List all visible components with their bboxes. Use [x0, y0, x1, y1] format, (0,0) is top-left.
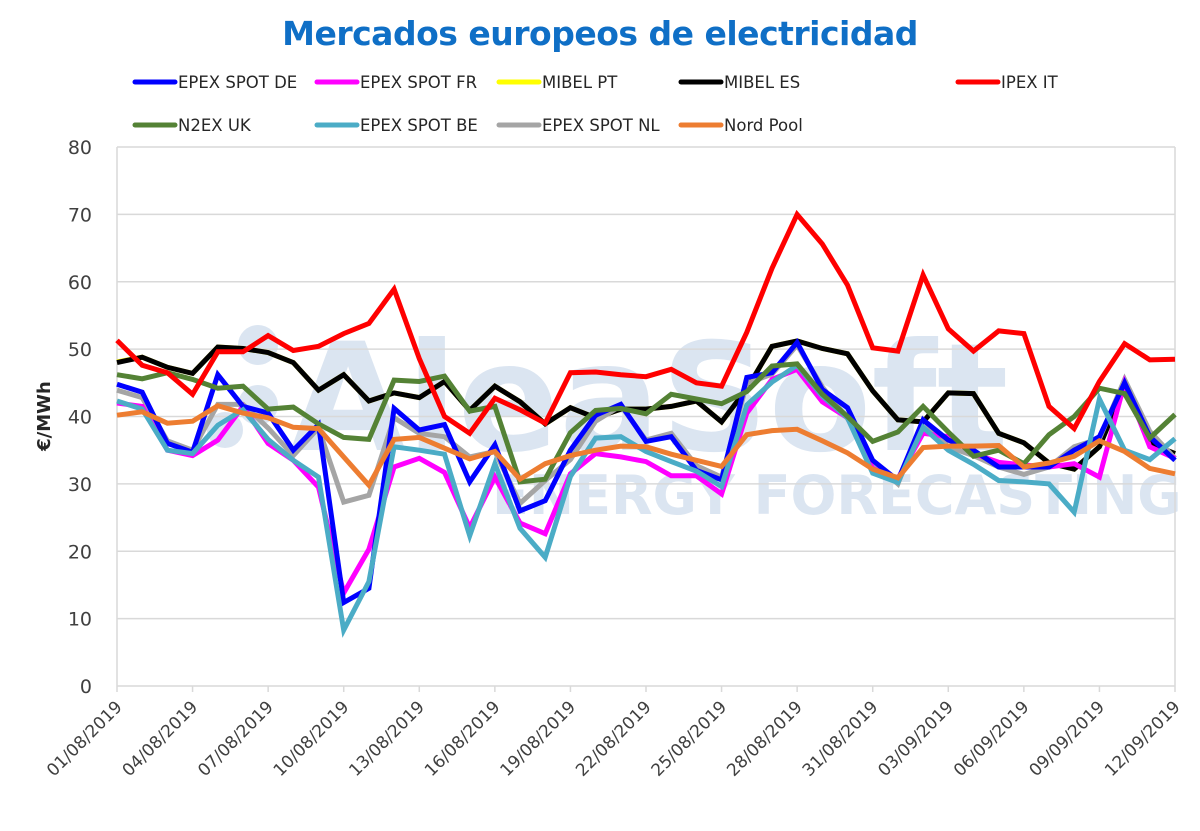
x-tick-label: 04/08/2019	[119, 697, 202, 780]
x-tick-label: 25/08/2019	[648, 697, 731, 780]
series-lines	[115, 209, 1177, 638]
legend-label: EPEX SPOT NL	[542, 116, 660, 135]
legend-label: MIBEL ES	[724, 73, 800, 92]
x-tick-label: 06/09/2019	[950, 697, 1033, 780]
watermark: AleaSoft ENERGY FORECASTING	[207, 312, 1182, 527]
legend: EPEX SPOT DE EPEX SPOT FR MIBEL PT MIBEL ES…	[132, 73, 1059, 135]
legend-label: MIBEL PT	[542, 73, 618, 92]
x-tick-label: 22/08/2019	[572, 697, 655, 780]
y-tick-label: 10	[68, 609, 92, 631]
x-tick-label: 10/08/2019	[270, 697, 353, 780]
x-tick-label: 07/08/2019	[194, 697, 277, 780]
y-tick-label: 60	[68, 272, 92, 294]
y-axis-ticks: 0 10 20 30 40 50 60 70 80	[68, 137, 92, 698]
y-tick-label: 50	[68, 339, 92, 361]
legend-label: EPEX SPOT FR	[360, 73, 477, 92]
x-tick-label: 03/09/2019	[874, 697, 957, 780]
legend-label: N2EX UK	[178, 116, 252, 135]
series-line-nord-pool	[116, 402, 1176, 490]
x-tick-label: 28/08/2019	[723, 697, 806, 780]
watermark-brand: AleaSoft	[290, 312, 1009, 486]
legend-label: IPEX IT	[1001, 73, 1059, 92]
series-line-epex-spot-be	[116, 361, 1177, 638]
y-tick-label: 0	[80, 676, 92, 698]
y-tick-label: 80	[68, 137, 92, 159]
x-tick-label: 12/09/2019	[1101, 697, 1184, 780]
legend-label: Nord Pool	[724, 116, 803, 135]
x-tick-label: 31/08/2019	[799, 697, 882, 780]
series-line-mibel-es	[116, 338, 1176, 472]
x-axis-ticks: 01/08/201904/08/201907/08/201910/08/2019…	[43, 686, 1185, 781]
y-tick-label: 70	[68, 204, 92, 226]
series-line-n2ex-uk	[116, 361, 1177, 485]
x-tick-label: 13/08/2019	[345, 697, 428, 780]
legend-label: EPEX SPOT DE	[178, 73, 297, 92]
series-line-epex-spot-de	[116, 337, 1177, 607]
y-tick-label: 20	[68, 541, 92, 563]
x-tick-label: 01/08/2019	[43, 697, 126, 780]
grid-lines	[116, 146, 1176, 687]
y-axis-title: €/MWh	[34, 381, 55, 452]
legend-label: EPEX SPOT BE	[360, 116, 478, 135]
series-line-ipex-it	[115, 209, 1176, 437]
watermark-tagline: ENERGY FORECASTING	[492, 464, 1182, 527]
x-tick-label: 19/08/2019	[497, 697, 580, 780]
x-tick-label: 09/09/2019	[1026, 697, 1109, 780]
y-tick-label: 40	[68, 407, 92, 429]
y-tick-label: 30	[68, 474, 92, 496]
chart-title: Mercados europeos de electricidad	[282, 14, 918, 53]
x-tick-label: 16/08/2019	[421, 697, 504, 780]
